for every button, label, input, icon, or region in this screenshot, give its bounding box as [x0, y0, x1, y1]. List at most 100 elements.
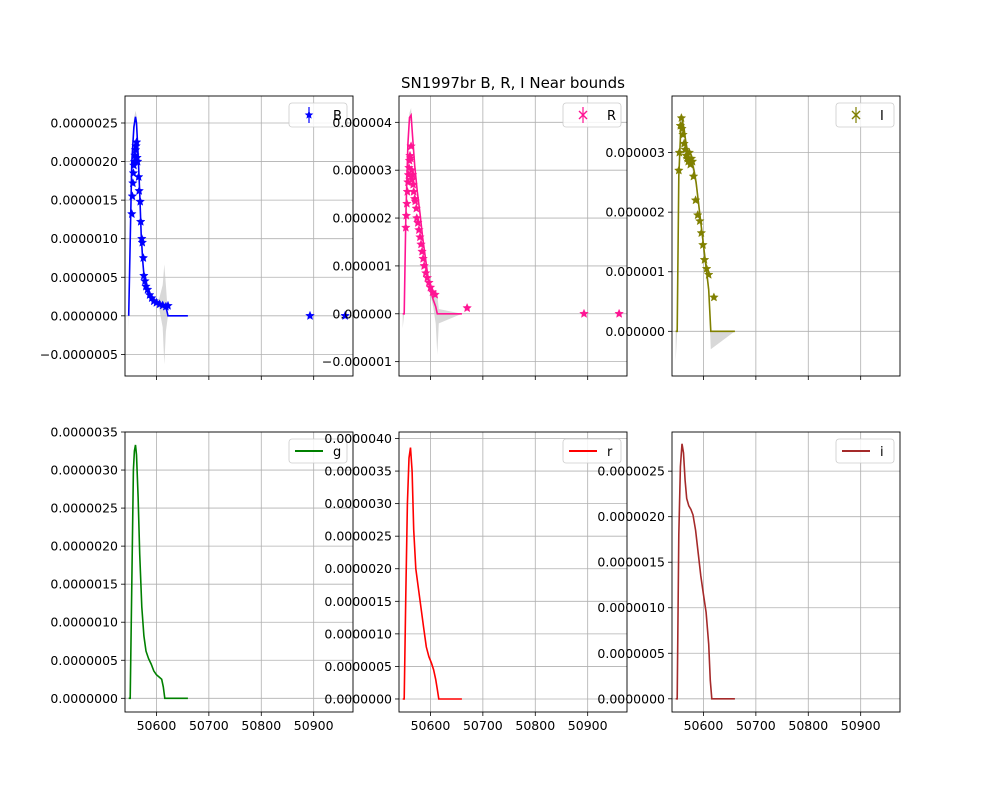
data-point — [139, 270, 149, 280]
legend-box — [562, 102, 622, 128]
legend-label: R — [607, 109, 616, 124]
y-tick-label: 0.0000000 — [50, 308, 118, 323]
data-point — [411, 203, 422, 213]
y-tick-label: 0.0000005 — [50, 653, 118, 668]
y-tick-label: 0.0000025 — [324, 529, 392, 544]
axes-frame — [124, 431, 354, 713]
data-point — [679, 138, 689, 148]
legend: B — [288, 102, 348, 128]
data-point — [412, 213, 422, 223]
data-point — [417, 246, 427, 256]
y-tick-label: 0.000003 — [605, 145, 665, 160]
data-point — [698, 239, 708, 250]
data-point — [703, 269, 714, 279]
axes-frame — [398, 431, 628, 713]
data-point — [677, 123, 687, 133]
y-tick-label: 0.0000000 — [324, 691, 392, 706]
y-tick-label: 0.0000015 — [324, 594, 392, 609]
y-tick-label: 0.0000010 — [50, 231, 118, 246]
data-point — [418, 253, 428, 263]
data-point — [579, 308, 589, 318]
legend: I — [835, 102, 895, 128]
data-point — [430, 289, 440, 299]
axes-frame — [671, 431, 901, 713]
x-tick-label: 50600 — [411, 718, 451, 733]
data-point — [709, 292, 719, 302]
legend-marker-star — [304, 110, 314, 119]
y-tick-label: 0.000001 — [332, 258, 392, 273]
x-tick-label: 50700 — [463, 718, 503, 733]
y-tick-label: 0.000000 — [332, 306, 392, 321]
subplot-top-middle: −0.000001 0.000000 0.000001 0.000002 0.00000… — [322, 95, 628, 380]
y-tick-label: 0.0000030 — [324, 496, 392, 511]
data-point — [406, 141, 416, 151]
y-tick-label: 0.0000000 — [50, 691, 118, 706]
x-tick-label: 50800 — [515, 718, 555, 733]
series-line-g — [128, 444, 188, 700]
data-point — [410, 196, 420, 206]
data-point — [415, 232, 425, 242]
y-tick-label: 0.0000035 — [324, 464, 392, 479]
subplot-bottom-left: 50600 50700 50800 50900 0.0000000 0.0000005 0.… — [50, 425, 354, 733]
plot-area — [402, 447, 462, 700]
y-tick-label: 0.000001 — [605, 264, 665, 279]
x-tick-label: 50700 — [189, 718, 229, 733]
legend-label: B — [333, 109, 342, 124]
data-point — [340, 310, 350, 320]
y-tick-label: 0.0000020 — [50, 539, 118, 554]
y-tick-label: 0.0000010 — [324, 626, 392, 641]
data-point — [407, 169, 418, 180]
legend-box — [835, 102, 895, 128]
legend-label: g — [333, 445, 341, 460]
data-point — [462, 302, 472, 313]
y-tick-label: 0.0000005 — [597, 646, 665, 661]
legend-label: r — [607, 445, 613, 460]
legend-label: I — [880, 109, 884, 124]
y-tick-label: 0.000003 — [332, 163, 392, 178]
y-tick-label: 0.0000020 — [324, 561, 392, 576]
legend: i — [835, 438, 895, 464]
data-point — [400, 222, 411, 232]
y-tick-label: 0.000004 — [332, 115, 392, 130]
data-point — [133, 171, 144, 182]
y-tick-label: 0.0000015 — [50, 193, 118, 208]
data-point — [688, 171, 699, 181]
subplot-bottom-right: 50600 50700 50800 50900 0.0000000 0.0000005 0.… — [597, 431, 901, 733]
data-point — [131, 137, 142, 147]
subplot-top-right: 0.000000 0.000001 0.000002 0.000003 I — [605, 95, 901, 380]
y-tick-label: 0.0000015 — [597, 555, 665, 570]
data-point — [135, 196, 145, 206]
data-point — [416, 239, 426, 249]
axes-frame — [671, 95, 901, 377]
data-point — [132, 156, 143, 166]
data-point — [305, 310, 315, 320]
data-point — [684, 147, 695, 157]
data-point — [405, 153, 416, 163]
y-tick-label: −0.0000005 — [40, 347, 118, 362]
data-point — [674, 147, 685, 157]
figure-title: SN1997br B, R, I Near bounds — [401, 74, 625, 92]
subplot-top-left: −0.0000005 0.0000000 0.0000005 0.0000010 0.0… — [40, 95, 354, 380]
data-point — [128, 178, 138, 188]
x-tick-label: 50600 — [137, 718, 177, 733]
x-tick-label: 50700 — [736, 718, 776, 733]
series-line-r — [402, 447, 462, 700]
y-tick-label: 0.0000020 — [597, 509, 665, 524]
series-line-i — [675, 443, 735, 700]
data-point — [676, 112, 687, 123]
data-point — [406, 165, 417, 175]
data-point — [128, 168, 139, 178]
data-point — [137, 237, 148, 247]
subplot-bottom-middle: 50600 50700 50800 50900 0.0000000 0.0000005 0.… — [324, 431, 628, 733]
y-tick-label: 0.0000035 — [50, 425, 118, 440]
x-tick-label: 50800 — [788, 718, 828, 733]
y-tick-label: 0.0000025 — [50, 501, 118, 516]
data-point — [614, 308, 624, 318]
legend-label: i — [880, 445, 884, 460]
y-tick-label: 0.0000015 — [50, 577, 118, 592]
y-tick-label: 0.0000005 — [50, 270, 118, 285]
data-point — [127, 191, 138, 201]
y-tick-label: 0.0000040 — [324, 431, 392, 446]
data-point — [402, 198, 412, 208]
